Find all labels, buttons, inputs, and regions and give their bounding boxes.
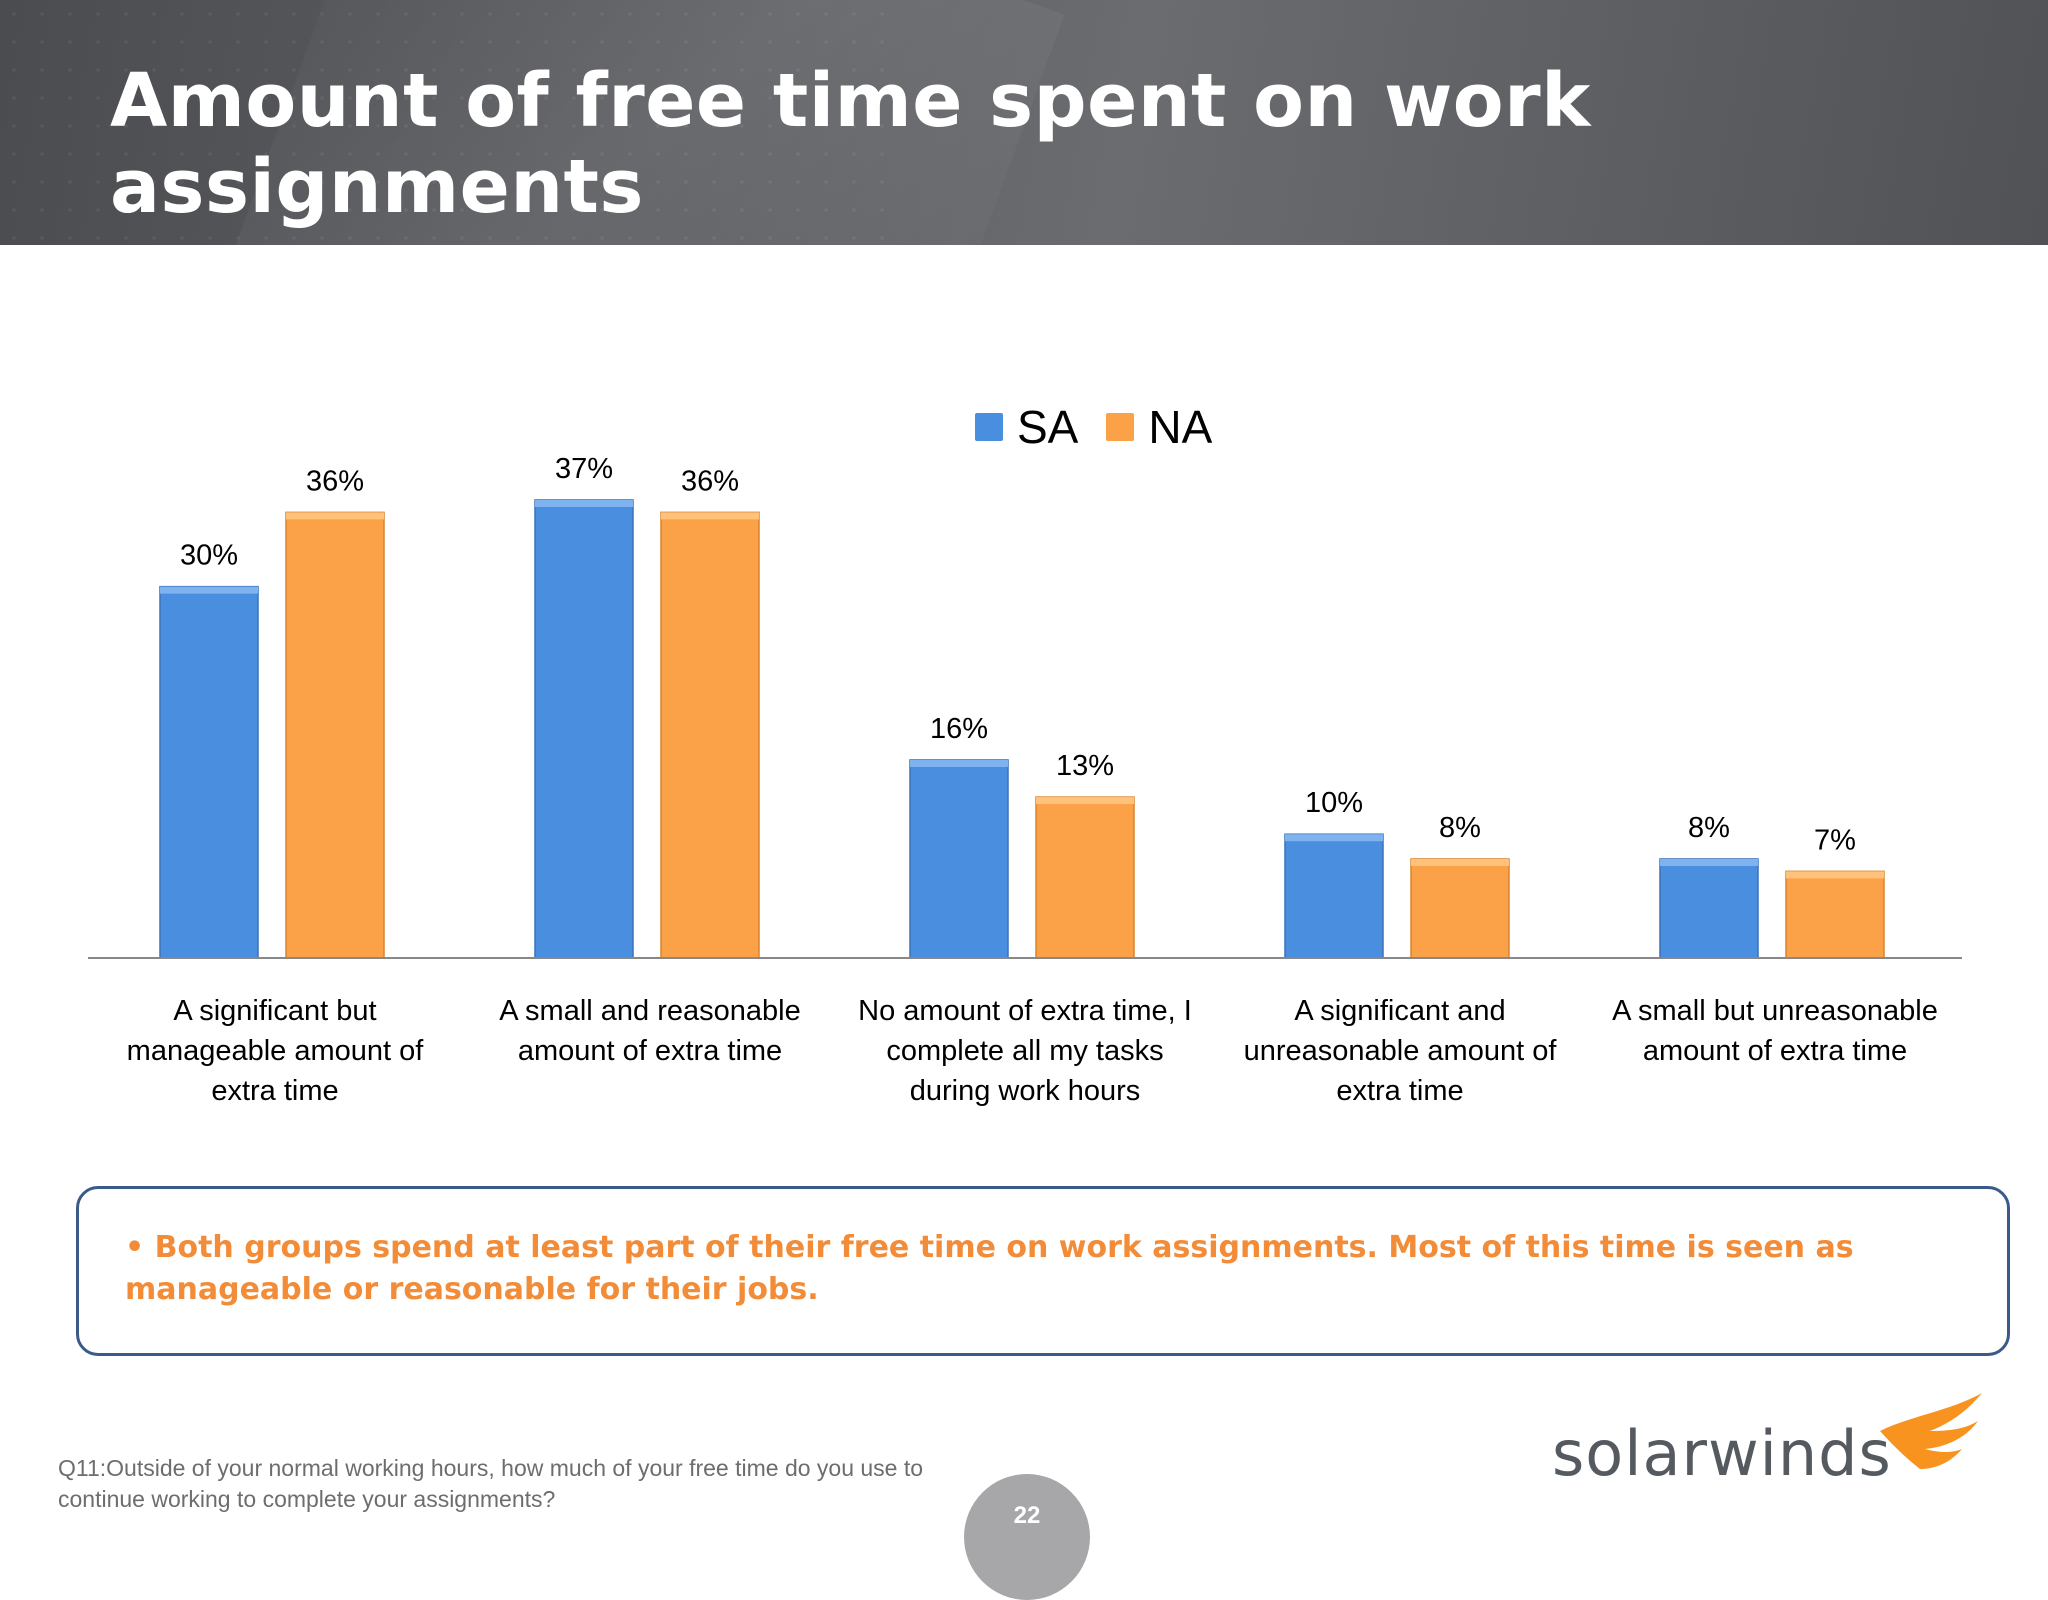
data-label-na-3: 8%	[1439, 812, 1481, 844]
bar-na-0	[285, 511, 385, 959]
chart-legend: SA NA	[975, 400, 1240, 454]
category-label-4-line-1: amount of extra time	[1643, 1035, 1907, 1067]
header-dot-pattern	[0, 0, 900, 245]
category-label-4-line-0: A small but unreasonable	[1612, 995, 1938, 1027]
bar-top-na-1	[661, 512, 759, 520]
logo-wordmark: solarwinds	[1552, 1417, 1892, 1490]
category-label-2-line-2: during work hours	[910, 1075, 1141, 1107]
bar-top-na-3	[1411, 858, 1509, 866]
bar-top-sa-4	[1660, 858, 1758, 866]
category-label-0-line-2: extra time	[211, 1075, 338, 1107]
legend-item-na: NA	[1106, 400, 1212, 454]
bar-na-2	[1035, 796, 1135, 959]
data-label-na-4: 7%	[1814, 824, 1856, 856]
question-footnote: Q11:Outside of your normal working hours…	[58, 1455, 924, 1512]
category-label-3-line-0: A significant and	[1294, 995, 1505, 1027]
legend-label-na: NA	[1148, 401, 1213, 453]
bar-top-sa-3	[1285, 834, 1383, 842]
data-label-sa-1: 37%	[555, 453, 613, 485]
data-label-na-0: 36%	[306, 465, 364, 497]
data-label-sa-3: 10%	[1305, 787, 1363, 819]
category-label-1-line-0: A small and reasonable	[499, 995, 800, 1027]
legend-swatch-na	[1106, 413, 1135, 441]
bar-chart: 30% 36% A significant but manageable amount…	[88, 453, 1962, 1107]
category-label-2-line-1: complete all my tasks	[886, 1035, 1163, 1067]
page-number: 22	[1013, 1502, 1041, 1529]
flame-icon	[1880, 1393, 1982, 1469]
category-label-1-line-1: amount of extra time	[518, 1035, 782, 1067]
bar-top-sa-0	[160, 586, 258, 594]
bar-top-na-0	[286, 512, 384, 520]
bar-top-na-2	[1036, 797, 1134, 805]
data-label-sa-2: 16%	[930, 713, 988, 745]
legend-swatch-sa	[975, 413, 1003, 441]
solarwinds-logo: solarwinds	[1550, 1393, 1982, 1505]
data-label-na-2: 13%	[1056, 750, 1114, 782]
data-label-sa-4: 8%	[1688, 812, 1730, 844]
legend-label-sa: SA	[1017, 401, 1079, 453]
summary-note-text: • Both groups spend at least part of the…	[125, 1230, 1854, 1307]
category-label-0-line-1: manageable amount of	[127, 1035, 425, 1067]
category-label-3-line-2: extra time	[1336, 1075, 1463, 1107]
category-label-3-line-1: unreasonable amount of	[1244, 1035, 1558, 1067]
category-label-2-line-0: No amount of extra time, I	[858, 995, 1192, 1027]
bar-sa-4	[1659, 858, 1759, 959]
bar-na-1	[660, 511, 760, 959]
page-number-badge: 22	[964, 1474, 1090, 1600]
bar-sa-2	[909, 759, 1009, 959]
bar-top-sa-2	[910, 759, 1008, 767]
category-label-0-line-0: A significant but	[173, 995, 376, 1027]
legend-item-sa: SA	[975, 400, 1078, 454]
header-banner: Amount of free time spent on work assign…	[0, 0, 2048, 245]
bar-sa-0	[159, 585, 259, 959]
bar-sa-3	[1284, 833, 1384, 959]
bar-top-sa-1	[535, 500, 633, 507]
bar-top-na-4	[1786, 871, 1884, 879]
bar-na-3	[1410, 858, 1510, 959]
data-label-sa-0: 30%	[180, 540, 238, 572]
page-title: Amount of free time spent on work assign…	[110, 58, 1591, 230]
data-label-na-1: 36%	[681, 465, 739, 497]
bar-sa-1	[534, 499, 634, 959]
bar-na-4	[1785, 870, 1885, 959]
summary-note-box: • Both groups spend at least part of the…	[76, 1186, 2010, 1356]
